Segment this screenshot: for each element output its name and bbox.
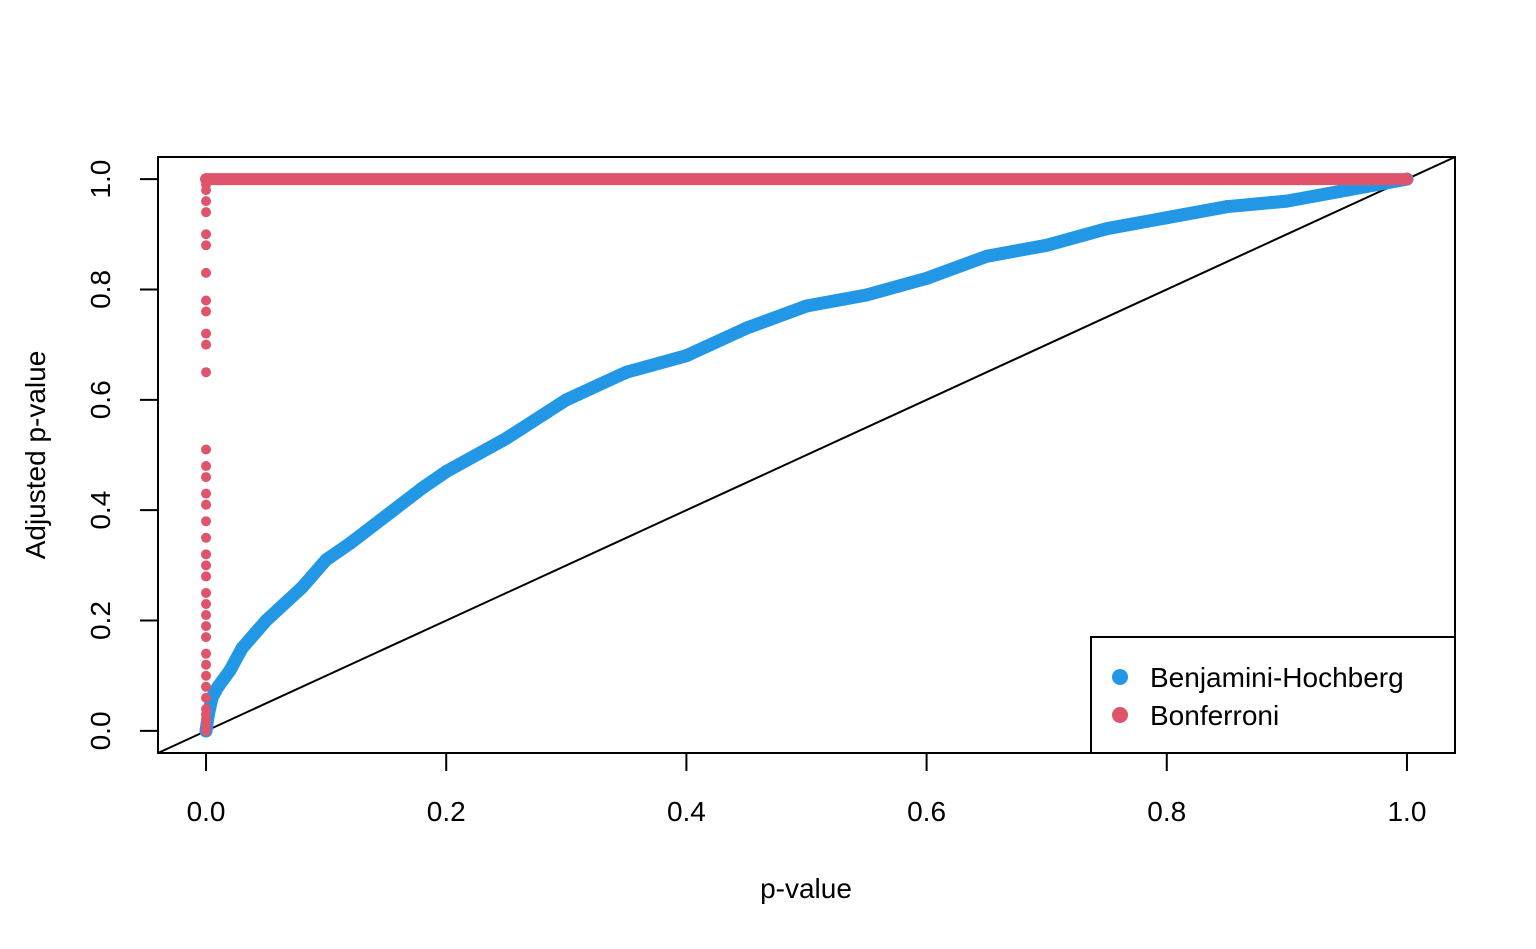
bonferroni-point xyxy=(201,670,212,681)
bh-point xyxy=(259,614,273,628)
identity-line xyxy=(157,156,1456,754)
y-tick-label: 0.8 xyxy=(85,270,116,309)
bh-point xyxy=(1160,211,1174,225)
x-tick-label: 1.0 xyxy=(1387,796,1426,827)
bh-point xyxy=(679,349,693,363)
legend-label-bonferroni: Bonferroni xyxy=(1150,700,1279,731)
bonferroni-point xyxy=(201,648,212,659)
bh-point xyxy=(1340,183,1354,197)
bonferroni-point xyxy=(201,196,212,207)
plot-layer xyxy=(157,156,1456,754)
axis-layer: 0.0 0.2 0.4 0.6 0.8 1.0 0.0 0.2 0.4 0.6 0.8 1.0 xyxy=(85,160,1426,827)
bonferroni-point xyxy=(201,207,212,218)
bh-point xyxy=(499,431,513,445)
bonferroni-point xyxy=(201,499,212,510)
bh-point xyxy=(860,288,874,302)
bh-point xyxy=(980,249,994,263)
bh-point xyxy=(379,509,393,523)
legend: Benjamini-Hochberg Bonferroni xyxy=(1090,636,1456,754)
bonferroni-point xyxy=(201,571,212,582)
bonferroni-point xyxy=(201,692,212,703)
bonferroni-point xyxy=(201,632,212,643)
bonferroni-point xyxy=(201,610,212,621)
y-tick-label: 1.0 xyxy=(85,160,116,199)
bonferroni-point xyxy=(201,703,212,714)
y-tick-label: 0.4 xyxy=(85,491,116,530)
bonferroni-point xyxy=(201,516,212,527)
bh-point xyxy=(1040,238,1054,252)
bh-point xyxy=(319,553,333,567)
bonferroni-point xyxy=(201,267,212,278)
bh-point xyxy=(619,365,633,379)
bonferroni-point xyxy=(201,339,212,350)
bonferroni-point xyxy=(201,444,212,455)
bh-point xyxy=(223,663,237,677)
bh-point xyxy=(343,536,357,550)
bh-point xyxy=(739,321,753,335)
bonferroni-point xyxy=(201,587,212,598)
bonferroni-point xyxy=(201,681,212,692)
bonferroni-point xyxy=(201,306,212,317)
bonferroni-point xyxy=(201,621,212,632)
y-tick-label: 0.0 xyxy=(85,711,116,750)
bonferroni-point xyxy=(201,328,212,339)
bonferroni-point xyxy=(201,295,212,306)
bh-point xyxy=(920,271,934,285)
bonferroni-point xyxy=(201,174,212,185)
bonferroni-point xyxy=(201,488,212,499)
bh-point xyxy=(1220,200,1234,214)
bh-point xyxy=(1280,194,1294,208)
bh-point xyxy=(235,641,249,655)
bh-point xyxy=(415,481,429,495)
bh-point xyxy=(800,299,813,313)
x-tick-label: 0.6 xyxy=(907,796,946,827)
y-axis-title: Adjusted p-value xyxy=(20,351,51,560)
legend-marker-bonferroni xyxy=(1112,707,1128,723)
bonferroni-point xyxy=(201,532,212,543)
y-tick-label: 0.6 xyxy=(85,380,116,419)
bonferroni-point xyxy=(201,472,212,483)
bh-point xyxy=(439,465,453,479)
x-tick-label: 0.2 xyxy=(427,796,466,827)
bonferroni-point xyxy=(201,229,212,240)
legend-marker-bh xyxy=(1112,669,1128,685)
legend-label-bh: Benjamini-Hochberg xyxy=(1150,662,1404,693)
bh-point xyxy=(295,580,309,594)
x-axis-title: p-value xyxy=(760,873,852,904)
bh-point xyxy=(211,680,225,694)
legend-box xyxy=(1090,636,1456,754)
y-tick-label: 0.2 xyxy=(85,601,116,640)
x-tick-label: 0.0 xyxy=(187,796,226,827)
bonferroni-point xyxy=(201,461,212,472)
bonferroni-point xyxy=(201,549,212,560)
bonferroni-point xyxy=(201,659,212,670)
bonferroni-point xyxy=(201,599,212,609)
bonferroni-point xyxy=(201,240,212,251)
bonferroni-point xyxy=(201,560,212,571)
bh-point xyxy=(559,393,573,407)
bonferroni-point xyxy=(201,367,212,378)
x-tick-label: 0.4 xyxy=(667,796,706,827)
bh-point xyxy=(1100,222,1114,236)
x-tick-label: 0.8 xyxy=(1147,796,1186,827)
